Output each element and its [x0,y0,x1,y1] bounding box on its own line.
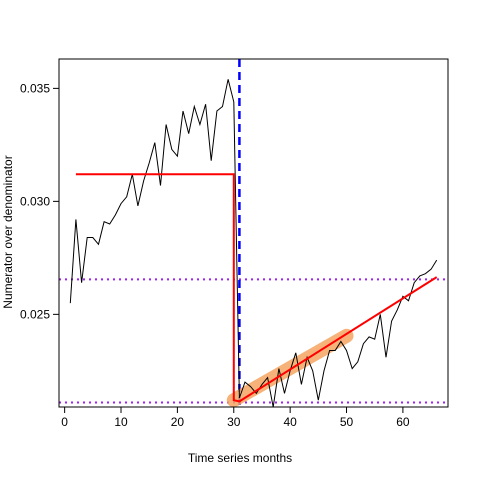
fitted-line [75,173,438,403]
x-tick-label: 60 [396,415,410,429]
y-tick-label: 0.025 [20,307,50,321]
observed-line [69,79,438,408]
x-tick-label: 10 [114,415,128,429]
series-layer [69,79,438,408]
axes: 0 10 20 30 40 50 60 0.025 0.030 0.035 [20,58,449,429]
x-axis-title: Time series months [188,451,292,465]
plot-frame [58,58,449,408]
x-tick-label: 50 [340,415,354,429]
x-tick-label: 20 [171,415,185,429]
y-axis-title: Numerator over denominator [1,155,15,308]
reference-lines [59,59,448,407]
y-tick-label: 0.035 [20,81,50,95]
x-tick-label: 40 [283,415,297,429]
x-tick-label: 30 [227,415,241,429]
x-tick-label: 0 [61,415,68,429]
y-tick-label: 0.030 [20,194,50,208]
